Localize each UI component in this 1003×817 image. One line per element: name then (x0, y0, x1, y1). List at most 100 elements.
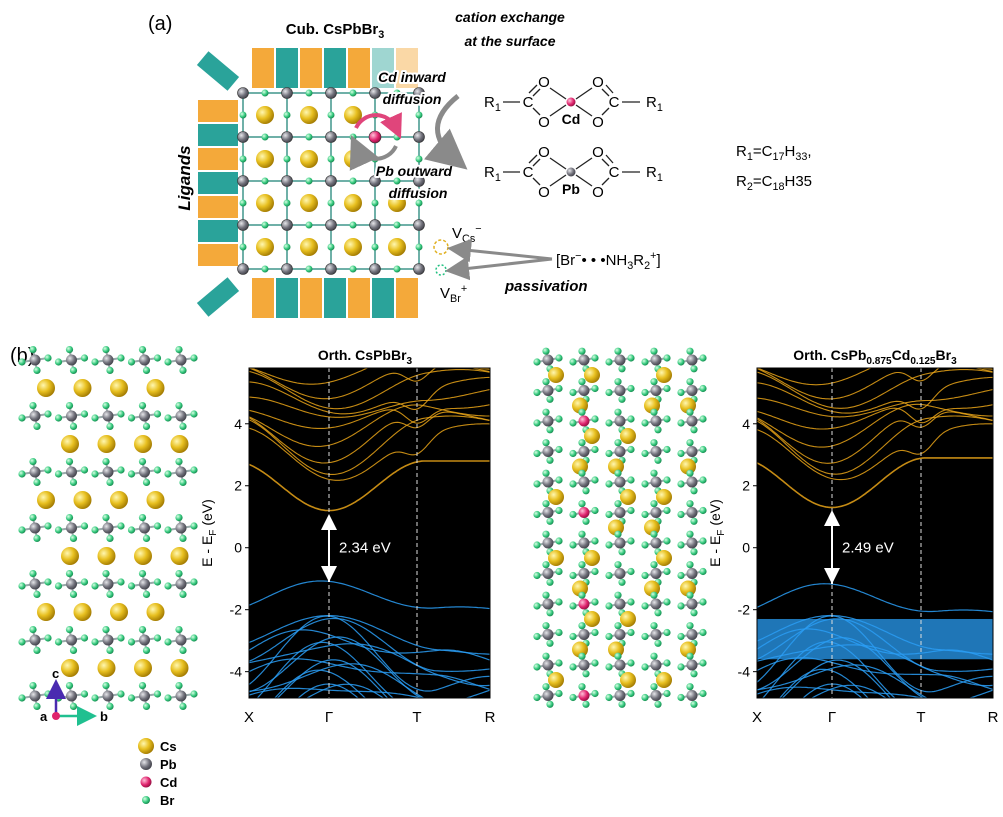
chart-title: Orth. CsPb0.875Cd0.125Br3 (793, 347, 957, 367)
cd-atom (567, 98, 576, 107)
br-atom (614, 531, 621, 538)
cs-atom (548, 489, 564, 505)
br-atom (614, 348, 621, 355)
br-atom (605, 389, 612, 396)
br-atom (677, 602, 684, 609)
br-atom (614, 561, 621, 568)
br-atom (591, 659, 598, 666)
pb-atom (176, 411, 187, 422)
br-atom (128, 358, 135, 365)
cs-atom (256, 238, 274, 256)
br-atom (533, 419, 540, 426)
cs-atom (620, 672, 636, 688)
br-atom (533, 663, 540, 670)
pb-atom (687, 538, 698, 549)
br-atom (350, 90, 357, 97)
passivant-label: [Br−• • •NH3R2+] (556, 250, 661, 272)
br-atom (190, 522, 197, 529)
br-atom (641, 541, 648, 548)
legend-marker (138, 738, 154, 754)
pb-atom (176, 355, 187, 366)
outward-label: Pb outward (376, 163, 453, 179)
pb-atom (543, 385, 554, 396)
br-atom (582, 487, 589, 494)
pb-atom (543, 568, 554, 579)
br-atom (416, 156, 423, 163)
pb-atom (30, 523, 41, 534)
cs-atom (98, 547, 116, 565)
br-atom (654, 701, 661, 708)
vacancy-label-part: V (440, 285, 450, 302)
br-atom (641, 450, 648, 457)
br-atom (29, 626, 36, 633)
br-atom (66, 402, 73, 409)
br-atom (542, 561, 549, 568)
br-atom (179, 535, 186, 542)
r-definition: R1=C17H33, (736, 143, 812, 163)
br-atom (641, 419, 648, 426)
br-atom (614, 622, 621, 629)
pb-atom (139, 523, 150, 534)
cd-atom (579, 507, 590, 518)
pb-atom (687, 568, 698, 579)
cd-atom (579, 599, 590, 610)
br-atom (641, 511, 648, 518)
br-atom (605, 663, 612, 670)
br-atom (650, 561, 657, 568)
carbon-label: C (609, 164, 620, 181)
br-atom (394, 266, 401, 273)
chem-bond (529, 155, 537, 163)
br-atom (70, 367, 77, 374)
pb-atom (326, 264, 337, 275)
cs-atom (61, 435, 79, 453)
pb-atom (579, 538, 590, 549)
pb-atom (30, 411, 41, 422)
br-atom (91, 414, 98, 421)
br-atom (143, 535, 150, 542)
br-atom (154, 690, 161, 697)
br-atom (106, 535, 113, 542)
x-tick-label: X (752, 709, 762, 726)
br-atom (677, 663, 684, 670)
br-atom (81, 410, 88, 417)
br-atom (533, 633, 540, 640)
ligand (197, 277, 239, 317)
br-atom (394, 134, 401, 141)
pb-atom (579, 477, 590, 488)
br-atom (690, 518, 697, 525)
chem-bond (606, 155, 613, 163)
br-atom (542, 409, 549, 416)
br-atom (139, 402, 146, 409)
br-atom (416, 112, 423, 119)
br-atom (70, 535, 77, 542)
br-atom (650, 378, 657, 385)
br-atom (284, 156, 291, 163)
br-atom (262, 266, 269, 273)
pb-atom (238, 264, 249, 275)
br-atom (699, 629, 706, 636)
cs-atom (584, 428, 600, 444)
br-atom (569, 541, 576, 548)
cs-atom (147, 379, 165, 397)
pb-atom (370, 220, 381, 231)
br-atom (627, 507, 634, 514)
br-atom (175, 458, 182, 465)
y-axis-label: E - EF (eV) (199, 499, 219, 567)
cs-atom (171, 435, 189, 453)
br-atom (663, 629, 670, 636)
legend-label: Pb (160, 757, 177, 772)
pb-atom (615, 446, 626, 457)
br-atom (542, 439, 549, 446)
ligand (198, 124, 238, 146)
br-atom (578, 653, 585, 660)
br-atom (18, 694, 25, 701)
br-atom (614, 470, 621, 477)
br-atom (618, 548, 625, 555)
br-atom (591, 537, 598, 544)
br-atom (102, 682, 109, 689)
carbon-label: C (609, 94, 620, 111)
ligand (252, 48, 274, 88)
br-atom (699, 354, 706, 361)
metal-label: Cd (562, 111, 581, 127)
br-atom (627, 629, 634, 636)
